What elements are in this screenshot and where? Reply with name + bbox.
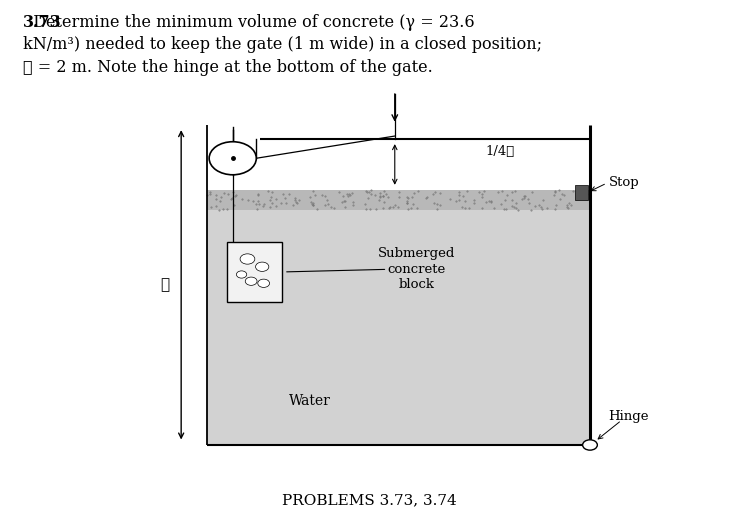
Circle shape: [236, 271, 246, 278]
Bar: [207, 210, 590, 445]
Bar: [227, 242, 283, 301]
Text: ℓ: ℓ: [160, 278, 170, 292]
Circle shape: [245, 277, 257, 285]
Text: 3.73: 3.73: [23, 13, 61, 31]
Circle shape: [209, 142, 256, 175]
Circle shape: [582, 440, 597, 450]
Text: Submerged: Submerged: [378, 247, 455, 261]
Circle shape: [258, 279, 269, 287]
Text: block: block: [399, 278, 435, 291]
Text: Determine the minimum volume of concrete (γ = 23.6
kN/m³) needed to keep the gat: Determine the minimum volume of concrete…: [23, 13, 542, 76]
Text: PROBLEMS 3.73, 3.74: PROBLEMS 3.73, 3.74: [282, 493, 456, 507]
Bar: [574, 185, 587, 199]
Text: concrete: concrete: [387, 263, 446, 276]
Bar: [207, 190, 590, 210]
Circle shape: [240, 254, 255, 264]
Text: 1/4ℓ: 1/4ℓ: [485, 145, 514, 158]
Text: Water: Water: [289, 394, 331, 408]
Text: Stop: Stop: [608, 176, 639, 189]
Circle shape: [255, 262, 269, 271]
Text: Hinge: Hinge: [608, 410, 649, 423]
